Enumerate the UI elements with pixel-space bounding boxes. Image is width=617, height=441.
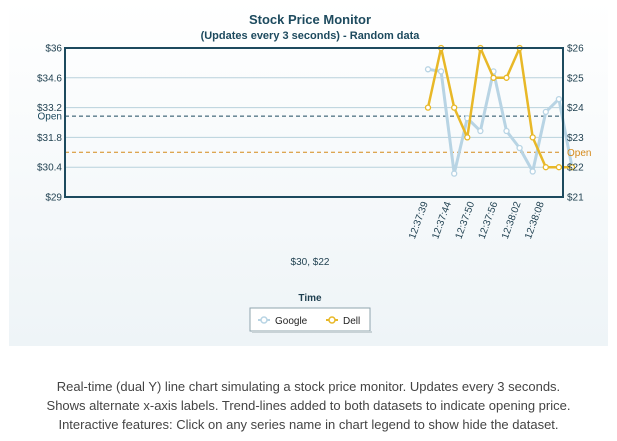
x-axis-title: Time [298,293,322,304]
left-y-axis: $36 $34.6 $33.2 $31.8 $30.4 $29 Open [37,44,62,204]
x-tick-label: 12:37:56 [477,200,501,241]
legend-dell-label: Dell [343,316,360,327]
caption-line-2: Shows alternate x-axis labels. Trend-lin… [46,398,571,413]
legend-google-marker [260,316,268,324]
trendline-layer [65,115,563,153]
y-right-tick-label: $25 [567,73,584,84]
data-point-google [451,170,458,177]
y-left-tick-label: $29 [45,193,62,204]
caption-line-1: Real-time (dual Y) line chart simulating… [56,379,561,394]
legend-shadow [252,331,372,333]
grid-layer [65,77,563,168]
x-tick-label: 12:37:44 [430,200,454,241]
y-left-tick-label: $31.8 [37,133,62,144]
data-point-google [424,66,432,73]
chart-title: Stock Price Monitor [249,12,371,27]
y-right-tick-label: $23 [567,133,584,144]
data-point-dell [464,134,471,141]
data-point-dell [568,164,576,171]
data-point-google [437,68,445,75]
x-tick-label: 12:38:02 [500,200,524,241]
x-axis-ticks: 12:37:39 12:37:44 12:37:50 12:37:56 12:38:02… [407,200,547,241]
legend: Google Dell [249,307,372,333]
series-layer [424,44,576,177]
x-tick-label: 12:37:50 [454,200,478,241]
legend-google-label: Google [275,316,308,327]
y-left-tick-label: $33.2 [37,103,62,114]
y-left-tick-label: $34.6 [37,73,62,84]
trendline-label-right: Open [567,148,591,159]
chart-panel: Stock Price Monitor (Updates every 3 sec… [9,0,608,346]
y-right-tick-label: $26 [567,44,584,55]
y-right-tick-label: $22 [567,163,584,174]
data-point-google [503,127,510,135]
y-right-tick-label: $21 [567,193,584,204]
chart-svg: Stock Price Monitor (Updates every 3 sec… [37,12,591,333]
trendline-label-left: Open [38,112,62,123]
y-right-tick-label: $24 [567,103,584,114]
data-point-dell [503,74,510,81]
legend-item-dell[interactable]: Dell [326,316,360,327]
data-point-dell [555,164,563,171]
x-tick-label: 12:37:39 [407,200,431,241]
right-y-axis: $26 $25 $24 $23 $22 $21 Open [567,44,591,204]
y-left-tick-label: $36 [45,44,62,55]
data-point-dell [542,164,549,171]
data-point-google [529,168,536,175]
x-tick-label: 12:38:08 [523,200,547,241]
plot-frame [64,47,564,198]
y-left-tick-label: $30.4 [37,163,62,174]
hover-value-label: $30, $22 [291,257,330,268]
caption-line-3: Interactive features: Click on any serie… [58,417,559,432]
data-point-google [516,144,523,152]
data-point-dell [490,74,497,81]
data-point-google [477,127,484,135]
legend-item-google[interactable]: Google [258,316,308,327]
data-point-dell [529,134,536,141]
data-point-google [555,95,563,103]
chart-subtitle: (Updates every 3 seconds) - Random data [201,30,421,42]
data-point-google [542,108,549,116]
data-point-dell [451,104,458,111]
data-point-dell [424,104,432,111]
chart-caption: Real-time (dual Y) line chart simulating… [0,377,617,434]
legend-dell-marker [328,316,336,324]
